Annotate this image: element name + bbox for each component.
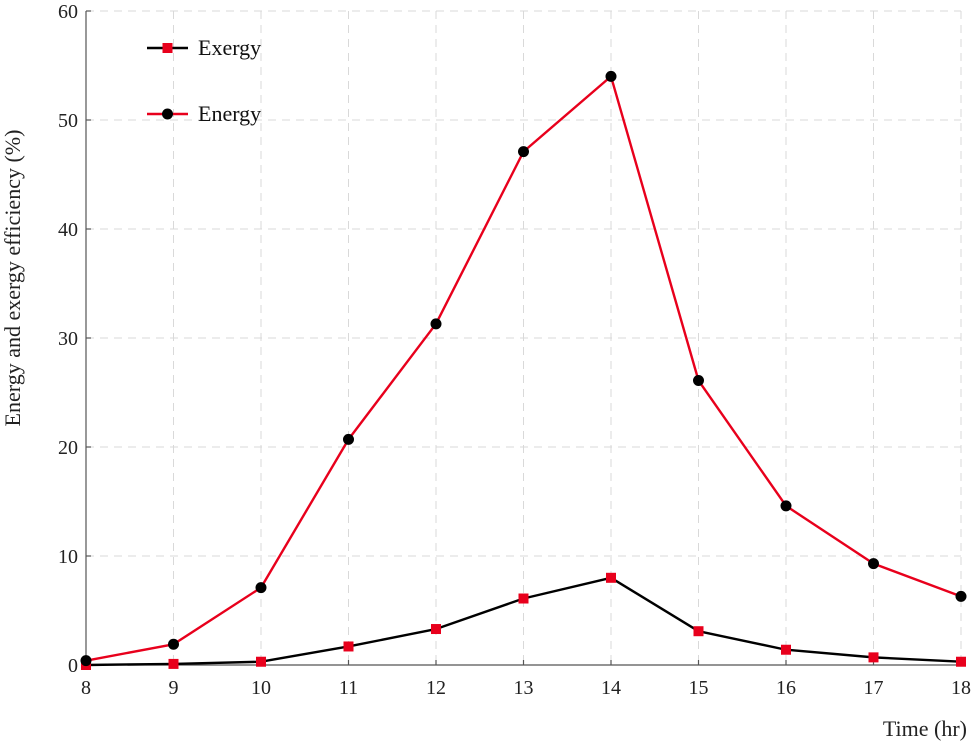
axes: 8 9 10 11 12 13 14 15 16 17 18 0 10 20 30 40 50 60	[58, 1, 971, 699]
y-tick-label-1: 10	[58, 546, 78, 568]
x-tick-label-8: 16	[776, 677, 796, 699]
legend-marker-exergy	[162, 43, 173, 53]
y-tick-label-2: 20	[58, 437, 78, 459]
y-tick-label-4: 40	[58, 219, 78, 241]
y-axis-title: Energy and exergy efficiency (%)	[0, 130, 25, 427]
point-energy-4	[430, 318, 442, 330]
legend: Exergy Energy	[147, 35, 261, 126]
y-tick-label-3: 30	[58, 328, 78, 350]
point-energy-5	[518, 146, 529, 158]
x-tick-label-9: 17	[864, 677, 884, 699]
point-energy-7	[693, 375, 704, 387]
legend-item-energy: Energy	[147, 101, 261, 126]
point-exergy-3	[343, 641, 354, 652]
series-energy	[80, 70, 967, 667]
point-energy-2	[255, 582, 267, 594]
x-tick-label-10: 18	[951, 677, 971, 699]
x-tick-label-7: 15	[689, 677, 709, 699]
point-energy-9	[868, 558, 879, 570]
y-tick-label-5: 50	[58, 110, 78, 132]
y-tick-label-0: 0	[68, 655, 78, 677]
x-tick-label-0: 8	[81, 677, 91, 699]
legend-marker-energy	[162, 108, 173, 120]
point-energy-3	[343, 433, 354, 445]
point-exergy-8	[781, 644, 791, 655]
x-axis-title: Time (hr)	[883, 716, 967, 741]
point-energy-1	[168, 638, 179, 650]
point-exergy-6	[606, 572, 616, 583]
x-tick-label-1: 9	[169, 677, 179, 699]
point-exergy-4	[431, 624, 441, 635]
point-exergy-7	[693, 626, 704, 637]
point-exergy-1	[168, 658, 179, 669]
legend-label-exergy: Exergy	[198, 35, 261, 60]
y-tick-label-6: 60	[58, 1, 78, 23]
x-tick-label-4: 12	[426, 677, 446, 699]
x-tick-label-5: 13	[514, 677, 534, 699]
point-exergy-10	[956, 656, 966, 667]
x-tick-label-3: 11	[339, 677, 358, 699]
legend-item-exergy: Exergy	[147, 35, 261, 60]
point-energy-10	[955, 590, 967, 602]
point-exergy-9	[868, 652, 879, 663]
point-exergy-5	[518, 593, 529, 604]
legend-label-energy: Energy	[198, 101, 261, 126]
point-energy-0	[80, 655, 92, 667]
x-tick-label-6: 14	[601, 677, 621, 699]
grid	[86, 10, 962, 665]
x-tick-label-2: 10	[251, 677, 271, 699]
point-energy-6	[605, 70, 617, 82]
series-group	[80, 70, 967, 670]
point-energy-8	[780, 500, 792, 512]
point-exergy-2	[256, 656, 266, 667]
